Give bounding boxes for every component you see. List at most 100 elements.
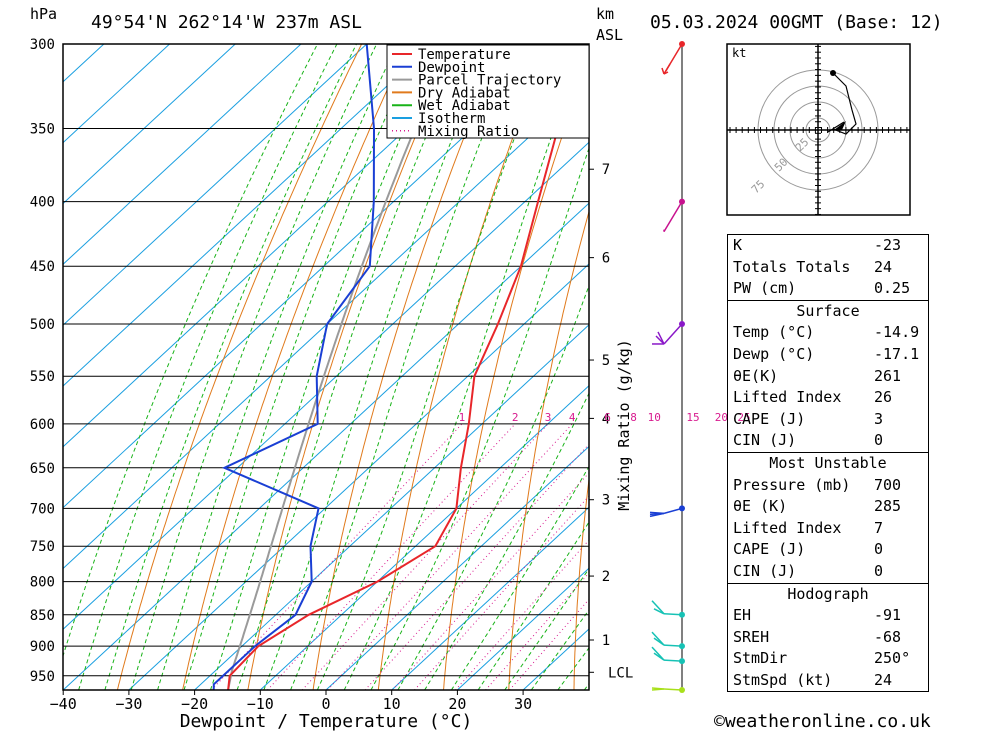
wind-barb-flag xyxy=(661,67,665,75)
index-value: 3 xyxy=(874,409,884,428)
wind-barb-flag xyxy=(653,637,665,646)
profiles xyxy=(212,44,589,690)
mixing-ratio-label: 1 xyxy=(459,411,466,424)
temperature-tick-label: 20 xyxy=(448,695,466,713)
index-row: PW (cm) 0.25 xyxy=(728,278,928,300)
index-row: θE(K) 261 xyxy=(728,366,928,388)
km-axis: 7 6 5 4 3 2 1 LCL xyxy=(589,162,633,681)
mixing-ratio-label: 15 xyxy=(686,411,699,424)
index-value: 0 xyxy=(874,540,884,559)
wind-barb-flag xyxy=(657,331,665,345)
wet-adiabat-line xyxy=(183,44,420,690)
mixing-ratio-labels: 1 2 3 4 6 8 10 15 20 25 xyxy=(459,411,751,424)
index-row: K -23 xyxy=(728,235,928,257)
index-label: CIN (J) xyxy=(733,431,797,450)
dewpoint-line xyxy=(212,44,376,690)
copyright: ©weatheronline.co.uk xyxy=(714,711,931,732)
temperature-line xyxy=(227,105,589,690)
legend-label: Wet Adiabat xyxy=(418,98,511,114)
mixing-ratio-label: 6 xyxy=(604,411,611,424)
pressure-unit: hPa xyxy=(30,5,57,23)
most-unstable-indices: Most Unstable Pressure (mb) 700 θE (K) 285… xyxy=(728,453,928,584)
pressure-tick-label: 750 xyxy=(30,539,55,555)
index-label: Lifted Index xyxy=(733,518,842,537)
wind-profile xyxy=(649,41,685,693)
mixing-ratio-label: 20 xyxy=(715,411,728,424)
index-label: Pressure (mb) xyxy=(733,475,851,494)
storm-motion-line xyxy=(827,121,845,133)
temperature-tick-label: 10 xyxy=(383,695,401,713)
km-tick-label: 3 xyxy=(602,493,610,509)
pressure-tick-label: 350 xyxy=(30,121,55,137)
dry-adiabat-line xyxy=(639,44,734,690)
wet-adiabat-line xyxy=(397,284,589,690)
km-label: km xyxy=(596,5,614,23)
isotherm-line xyxy=(63,44,368,326)
wind-barb-shaft xyxy=(663,688,683,691)
wind-level-dot xyxy=(679,658,685,665)
temperature-tick-label: −10 xyxy=(247,695,274,713)
index-label: SREH xyxy=(733,627,770,646)
pressure-tick-label: 800 xyxy=(30,575,55,591)
mixing-ratio-label: 2 xyxy=(512,411,519,424)
section-title: Hodograph xyxy=(787,584,869,603)
x-axis-title: Dewpoint / Temperature (°C) xyxy=(180,711,473,732)
index-value: 261 xyxy=(874,366,902,385)
general-indices: K -23 Totals Totals 24 PW (cm) 0.25 xyxy=(728,235,928,301)
wind-barb-flag xyxy=(653,608,665,615)
index-value: 0 xyxy=(874,431,884,450)
index-label: CAPE (J) xyxy=(733,540,806,559)
mixing-ratio-axis-title: Mixing Ratio (g/kg) xyxy=(615,339,633,511)
pressure-tick-label: 850 xyxy=(30,608,55,624)
wind-level-dot xyxy=(679,611,685,618)
legend-label: Isotherm xyxy=(418,111,485,127)
dry-adiabat-line xyxy=(937,44,967,690)
index-label: Dewp (°C) xyxy=(733,344,815,363)
index-label: StmSpd (kt) xyxy=(733,670,833,689)
wet-adiabat-line xyxy=(290,44,520,690)
pressure-tick-label: 300 xyxy=(30,37,55,53)
dry-adiabat-line xyxy=(247,44,456,690)
mixing-ratio-line xyxy=(211,423,463,690)
km-tick-label: 1 xyxy=(602,633,610,649)
index-row: CAPE (J) 3 xyxy=(728,409,928,431)
wind-barb-flag xyxy=(653,652,665,661)
dry-adiabat-line xyxy=(992,44,1000,690)
pressure-tick-label: 450 xyxy=(30,259,55,275)
datetime-title: 05.03.2024 00GMT (Base: 12) xyxy=(650,12,943,33)
index-value: 0.25 xyxy=(874,279,911,298)
km-tick-label: 6 xyxy=(602,251,610,267)
wet-adiabat-line xyxy=(450,465,589,690)
index-value: 285 xyxy=(874,497,902,516)
pressure-tick-label: 650 xyxy=(30,461,55,477)
wet-adiabat-line xyxy=(104,44,357,690)
wet-adiabat-line xyxy=(210,44,442,690)
index-row: StmDir 250° xyxy=(728,648,928,670)
wet-adiabat-line xyxy=(130,44,378,690)
isotherm-line xyxy=(63,44,236,205)
isotherm-line xyxy=(63,202,589,690)
mixing-ratio-line xyxy=(509,598,589,690)
km-tick-label: 7 xyxy=(602,162,610,178)
index-row: CAPE (J) 0 xyxy=(728,539,928,561)
pressure-tick-label: 700 xyxy=(30,501,55,517)
index-row: StmSpd (kt) 24 xyxy=(728,670,928,692)
pressure-tick-labels: 300 350 400 450 500 550 600 650 700 750 800 850 900 9… xyxy=(30,37,55,685)
index-label: Totals Totals xyxy=(733,257,851,276)
temperature-tick-label: 30 xyxy=(514,695,532,713)
temperature-tick-label: −30 xyxy=(115,695,142,713)
wet-adiabat-line xyxy=(477,521,589,690)
km-tick-label: 5 xyxy=(602,353,610,369)
wind-barb-shaft xyxy=(663,323,683,345)
wind-level-dot xyxy=(679,687,685,693)
index-value: 24 xyxy=(874,257,893,276)
wet-adiabat-line xyxy=(316,44,551,690)
wind-barb-flag xyxy=(651,600,665,615)
pressure-tick-label: 400 xyxy=(30,195,55,211)
index-label: Temp (°C) xyxy=(733,323,815,342)
wind-barb-flag xyxy=(649,511,665,515)
index-value: -14.9 xyxy=(874,323,920,342)
wind-barb-flag xyxy=(663,63,671,75)
